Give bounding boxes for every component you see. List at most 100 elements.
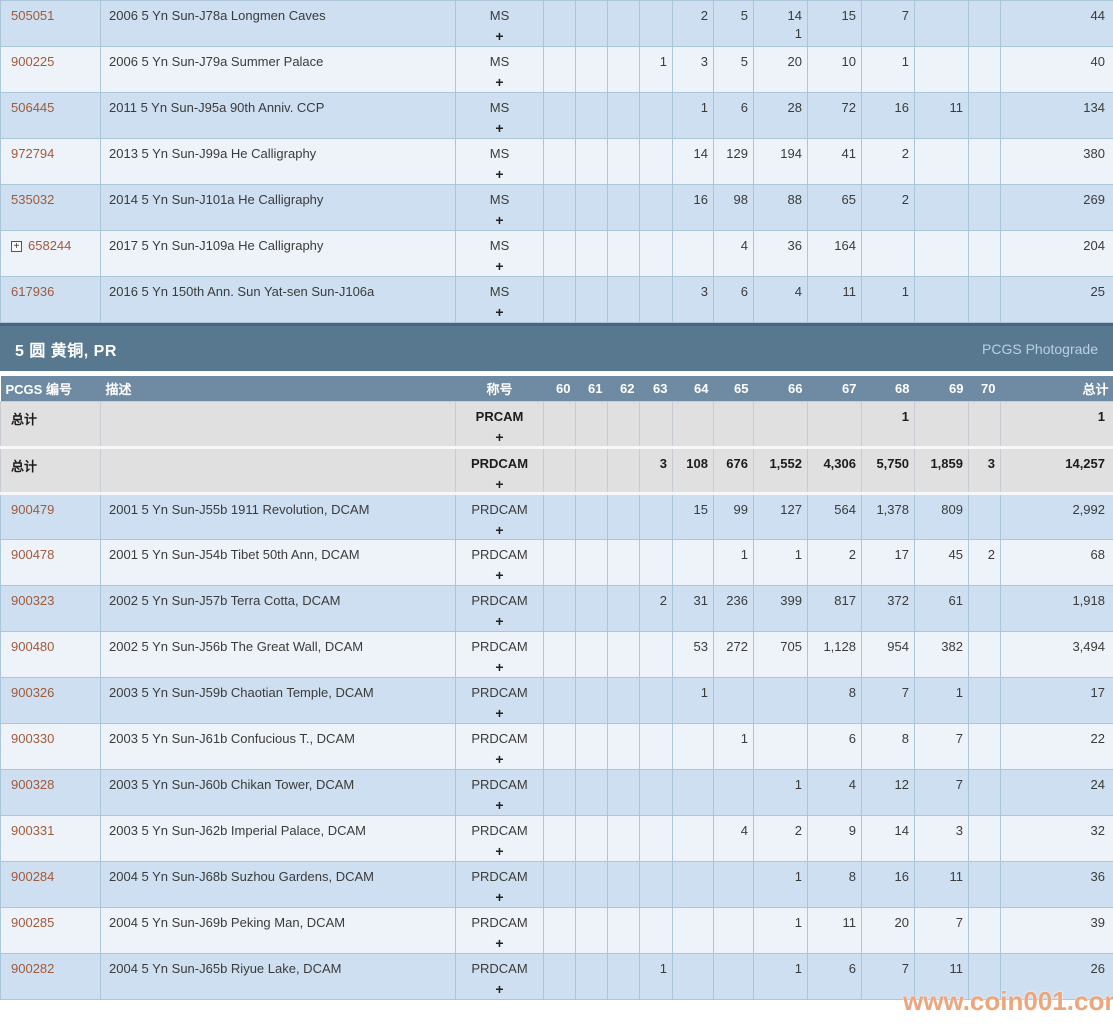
grade-69-cell: 45: [914, 539, 969, 586]
grade-count: 11: [949, 869, 964, 884]
pcgs-number-link[interactable]: 505051: [11, 8, 55, 23]
pcgs-number-link[interactable]: 900328: [11, 777, 55, 792]
pcgs-number-link[interactable]: 900285: [11, 915, 55, 930]
pcgs-number-link[interactable]: 900326: [11, 685, 55, 700]
grade-count: 5: [740, 8, 748, 23]
description-cell: 2016 5 Yn 150th Ann. Sun Yat-sen Sun-J10…: [100, 276, 456, 323]
grade-69-cell: 382: [914, 631, 969, 678]
grade-68-cell: 2: [861, 138, 915, 185]
plus-grade-toggle[interactable]: +: [495, 797, 504, 813]
pcgs-number-link[interactable]: 900282: [11, 961, 55, 976]
plus-grade-toggle[interactable]: +: [495, 120, 504, 136]
pcgs-number-link[interactable]: 535032: [11, 192, 55, 207]
pcgs-number-link[interactable]: 972794: [11, 146, 55, 161]
pcgs-number-link[interactable]: 900225: [11, 54, 55, 69]
coin-description: 2013 5 Yn Sun-J99a He Calligraphy: [109, 146, 317, 161]
plus-grade-toggle[interactable]: +: [495, 74, 504, 90]
grade-count: 3: [955, 823, 963, 838]
description-cell: 2004 5 Yn Sun-J68b Suzhou Gardens, DCAM: [100, 861, 456, 908]
grade-70-cell: [968, 723, 1001, 770]
plus-grade-toggle[interactable]: +: [495, 304, 504, 320]
grade-68-cell: 1: [861, 46, 915, 93]
grade-count: 10: [841, 54, 856, 69]
grade-count: 164: [834, 238, 856, 253]
plus-grade-toggle[interactable]: +: [495, 476, 504, 492]
expand-plus-icon[interactable]: +: [11, 241, 22, 252]
grade-70-cell: [968, 953, 1001, 1000]
header-grade-63: 63: [639, 376, 673, 402]
plus-grade-toggle[interactable]: +: [495, 258, 504, 274]
description-cell: 2001 5 Yn Sun-J54b Tibet 50th Ann, DCAM: [100, 539, 456, 586]
grade-62-cell: [607, 631, 640, 678]
coin-description: 2006 5 Yn Sun-J78a Longmen Caves: [109, 8, 326, 23]
plus-grade-toggle[interactable]: +: [495, 567, 504, 583]
plus-grade-toggle[interactable]: +: [495, 28, 504, 44]
grade-61-cell: [575, 585, 608, 632]
grade-count: 99: [733, 502, 748, 517]
grade-63-cell: [639, 401, 673, 449]
total-cell: 68: [1000, 539, 1113, 586]
plus-grade-toggle[interactable]: +: [495, 935, 504, 951]
pcgs-number-link[interactable]: 900284: [11, 869, 55, 884]
coin-description: 2004 5 Yn Sun-J68b Suzhou Gardens, DCAM: [109, 869, 374, 884]
grade-65-cell: 236: [713, 585, 754, 632]
grade-60-cell: [543, 276, 576, 323]
grade-68-cell: 14: [861, 815, 915, 862]
plus-grade-toggle[interactable]: +: [495, 212, 504, 228]
pcgs-number-link[interactable]: 900480: [11, 639, 55, 654]
grade-70-cell: [968, 769, 1001, 816]
pcgs-number-cell: 972794: [0, 138, 101, 185]
grade-69-cell: 7: [914, 723, 969, 770]
plus-grade-toggle[interactable]: +: [495, 705, 504, 721]
plus-grade-toggle[interactable]: +: [495, 889, 504, 905]
pcgs-number-link[interactable]: 617936: [11, 284, 55, 299]
pcgs-number-link[interactable]: 900331: [11, 823, 55, 838]
grade-60-cell: [543, 539, 576, 586]
plus-grade-toggle[interactable]: +: [495, 166, 504, 182]
coin-row: 900328 2003 5 Yn Sun-J60b Chikan Tower, D…: [0, 769, 1113, 816]
plus-grade-toggle[interactable]: +: [495, 659, 504, 675]
pcgs-number-link[interactable]: 900323: [11, 593, 55, 608]
pcgs-number-link[interactable]: 658244: [28, 238, 72, 253]
designation-label: PRDCAM: [471, 961, 528, 976]
column-header-row: PCGS 编号 描述 称号 60 61 62 63 64 65 66 67 68 69 70 总计: [0, 376, 1113, 402]
grade-67-cell: 4,306: [807, 447, 862, 495]
grade-count: 1,378: [876, 502, 909, 517]
grade-66-cell: 88: [753, 184, 808, 231]
grade-68-cell: 20: [861, 907, 915, 954]
pcgs-number-cell: 900282: [0, 953, 101, 1000]
plus-grade-toggle[interactable]: +: [495, 522, 504, 538]
grade-count: 7: [901, 8, 909, 23]
designation-cell: PRCAM +: [455, 401, 544, 449]
plus-grade-toggle[interactable]: +: [495, 981, 504, 997]
plus-grade-toggle[interactable]: +: [495, 613, 504, 629]
coin-row: 900330 2003 5 Yn Sun-J61b Confucious T., …: [0, 723, 1113, 770]
grade-count: 1: [659, 54, 667, 69]
pcgs-number-link[interactable]: 900479: [11, 502, 55, 517]
grade-count: 809: [941, 502, 963, 517]
total-cell: 25: [1000, 276, 1113, 323]
pcgs-number-link[interactable]: 900478: [11, 547, 55, 562]
grade-69-cell: [914, 276, 969, 323]
grade-66-cell: 705: [753, 631, 808, 678]
pcgs-number-link[interactable]: 900330: [11, 731, 55, 746]
plus-grade-toggle[interactable]: +: [495, 843, 504, 859]
grade-66-cell: 1: [753, 861, 808, 908]
designation-label: MS: [489, 284, 510, 299]
total-cell: 134: [1000, 92, 1113, 139]
section-title: 5 圆 黄铜, PR: [15, 342, 117, 360]
grade-68-cell: 1: [861, 401, 915, 449]
plus-grade-toggle[interactable]: +: [495, 429, 504, 445]
grade-66-cell: 194: [753, 138, 808, 185]
plus-grade-toggle[interactable]: +: [495, 751, 504, 767]
grade-68-cell: 1,378: [861, 493, 915, 540]
grade-61-cell: [575, 815, 608, 862]
designation-label: PRDCAM: [471, 593, 528, 608]
grade-count: 4: [794, 284, 802, 299]
pcgs-number-cell: 900285: [0, 907, 101, 954]
designation-cell: MS +: [455, 0, 544, 47]
total-cell: 32: [1000, 815, 1113, 862]
pcgs-photograde-link[interactable]: PCGS Photograde: [982, 340, 1098, 357]
section-header: 5 圆 黄铜, PR PCGS Photograde: [0, 323, 1113, 371]
pcgs-number-link[interactable]: 506445: [11, 100, 55, 115]
